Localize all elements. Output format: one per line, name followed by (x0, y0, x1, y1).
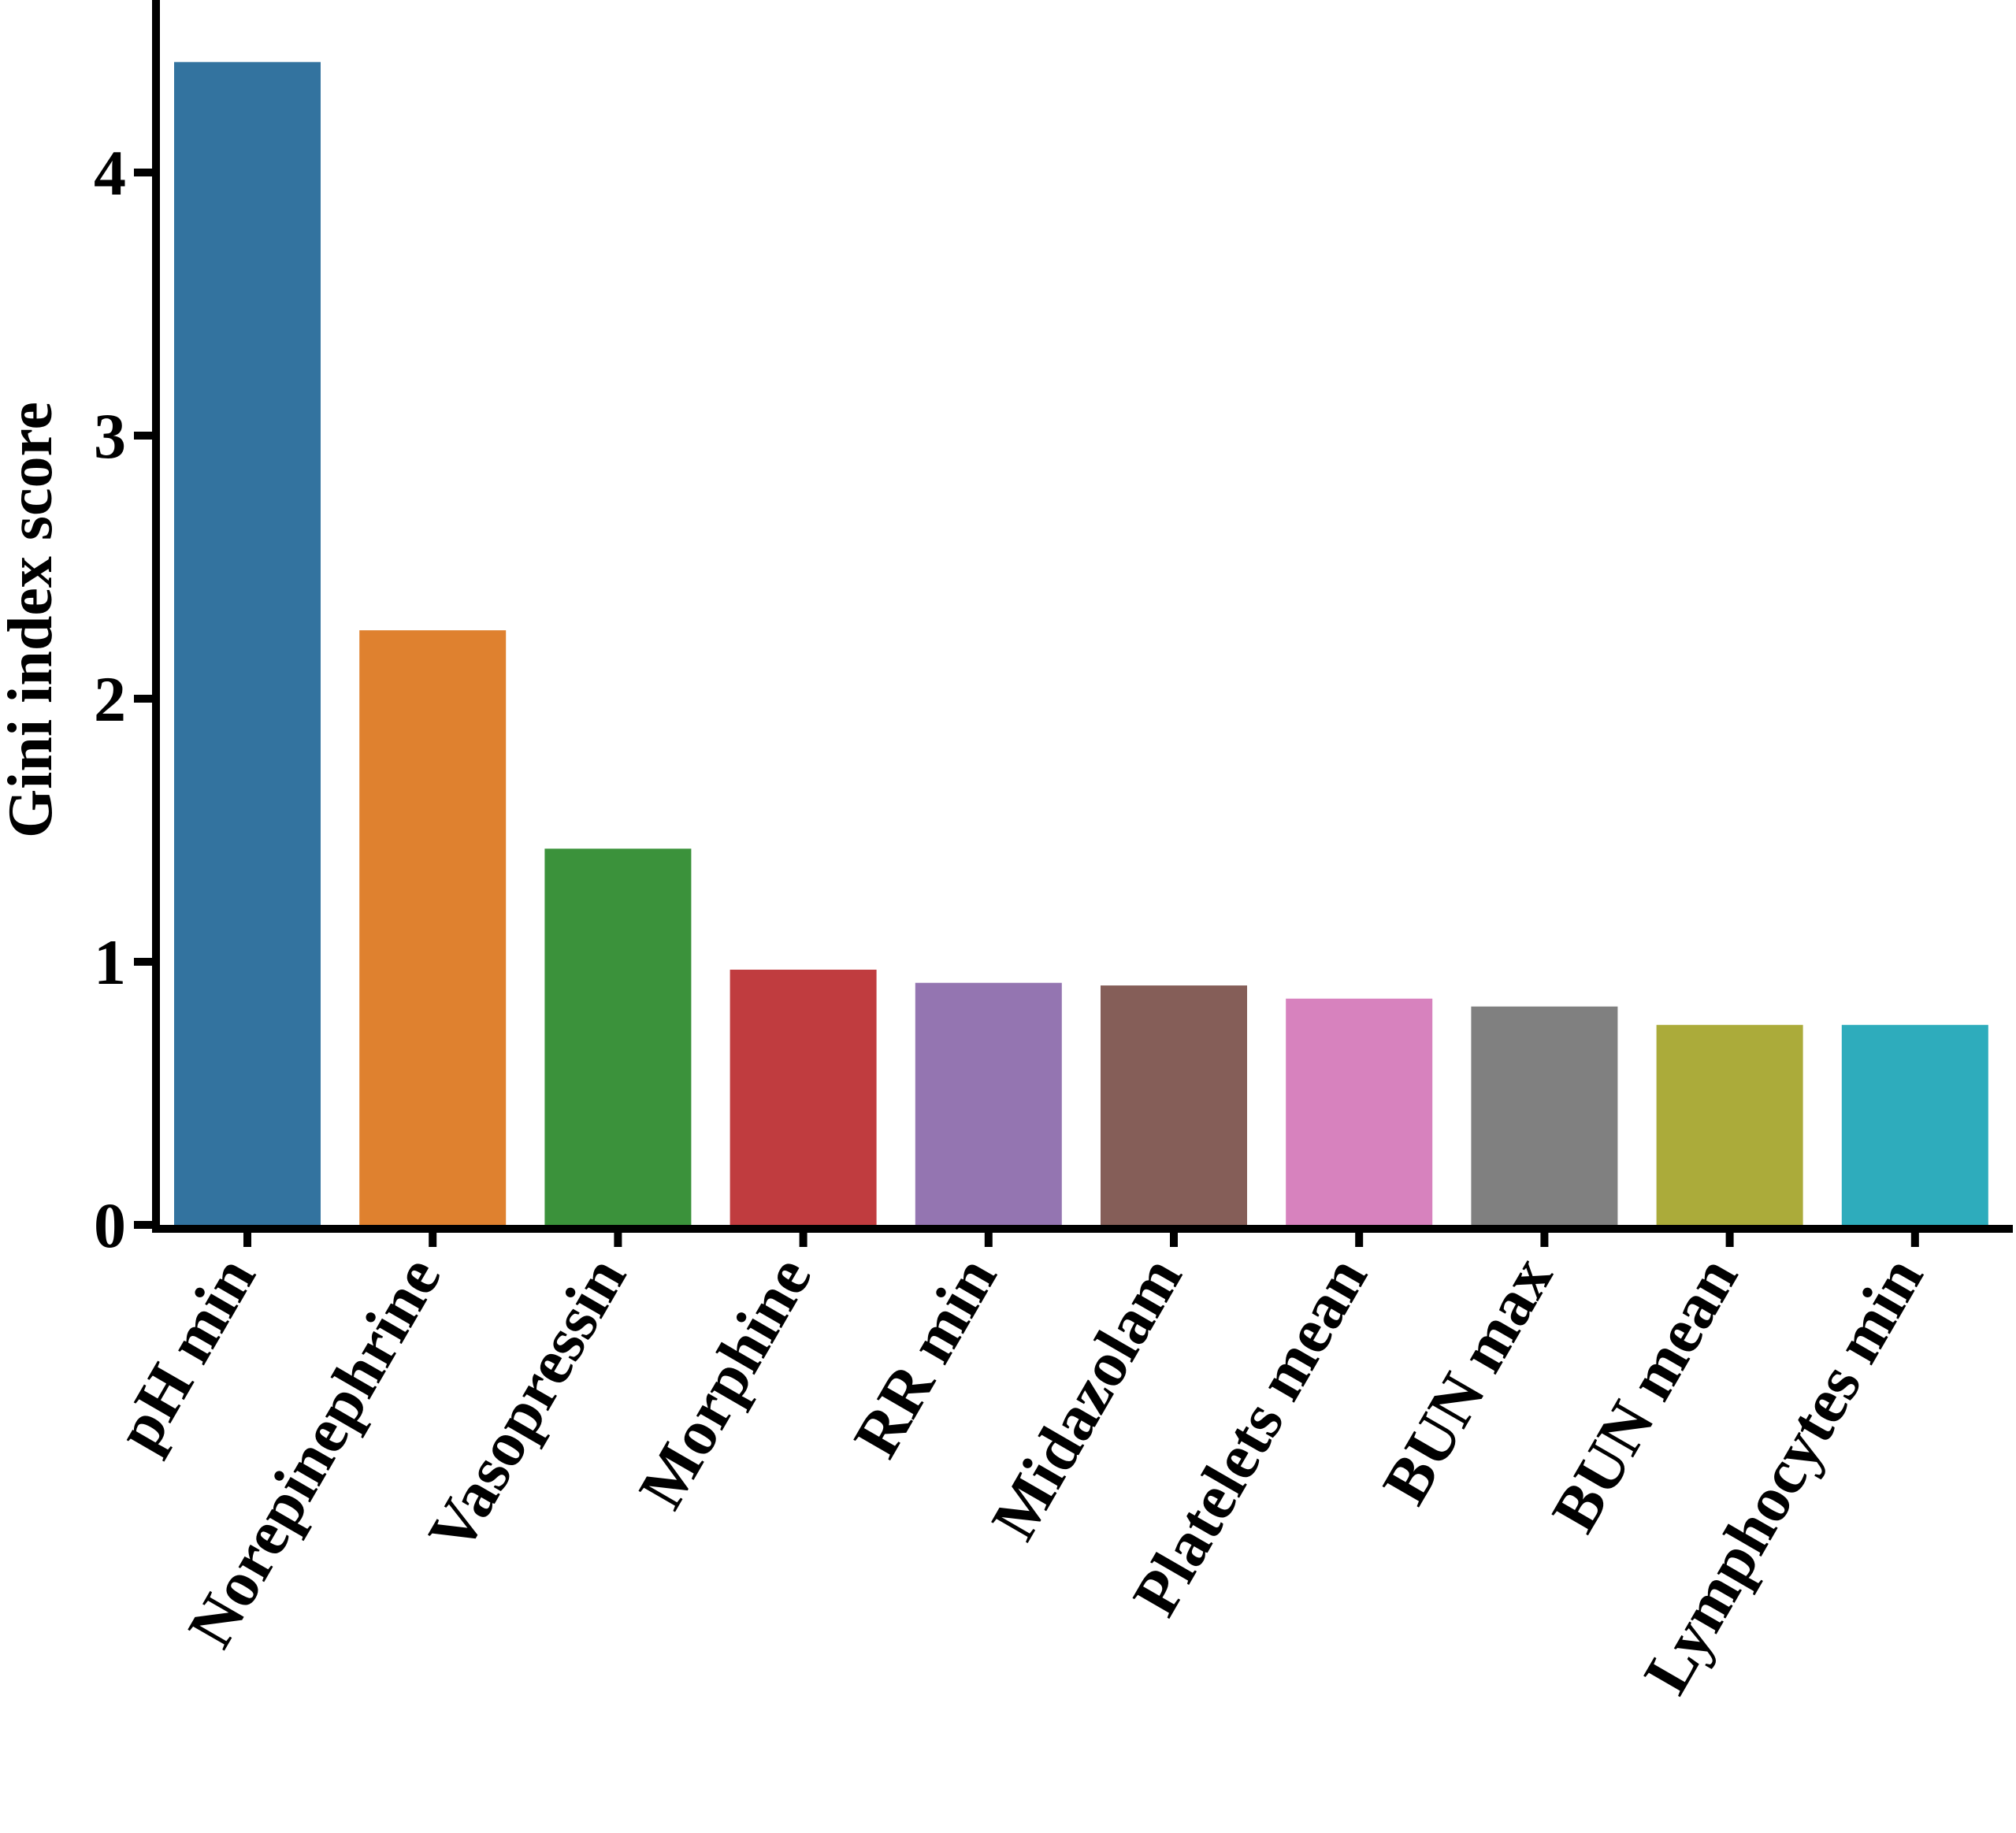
x-tick-label: Morphine (625, 1245, 825, 1520)
bars-group (174, 61, 1988, 1226)
bar-norepinephrine (359, 630, 507, 1225)
bar-ph-min (174, 61, 321, 1226)
bar-morphine (730, 970, 877, 1225)
y-tick-label: 0 (94, 1189, 126, 1261)
x-tick-label: pH min (102, 1245, 269, 1463)
y-axis-label: Gini index score (0, 402, 65, 838)
y-tick-label: 4 (94, 137, 126, 209)
bar-vasopressin (544, 848, 692, 1225)
x-tick-label: Vasopressin (414, 1245, 640, 1564)
y-tick-label: 2 (94, 663, 126, 735)
bar-bun-max (1471, 1006, 1618, 1225)
y-ticks-group: 0 1 2 3 4 (94, 137, 156, 1261)
bar-midazolam (1101, 985, 1247, 1225)
x-tick-label: RR min (840, 1245, 1011, 1469)
y-tick-label: 3 (94, 400, 126, 472)
x-tick-label: BUN max (1368, 1245, 1566, 1516)
bar-bun-mean (1656, 1025, 1803, 1225)
x-tick-label: BUN mean (1538, 1245, 1751, 1544)
x-tick-label: Midazolam (978, 1245, 1196, 1552)
bar-platelets-mean (1286, 998, 1433, 1225)
y-tick-label: 1 (94, 926, 126, 998)
bar-rr-min (915, 982, 1062, 1225)
bar-lymphocytes-min (1841, 1025, 1988, 1225)
